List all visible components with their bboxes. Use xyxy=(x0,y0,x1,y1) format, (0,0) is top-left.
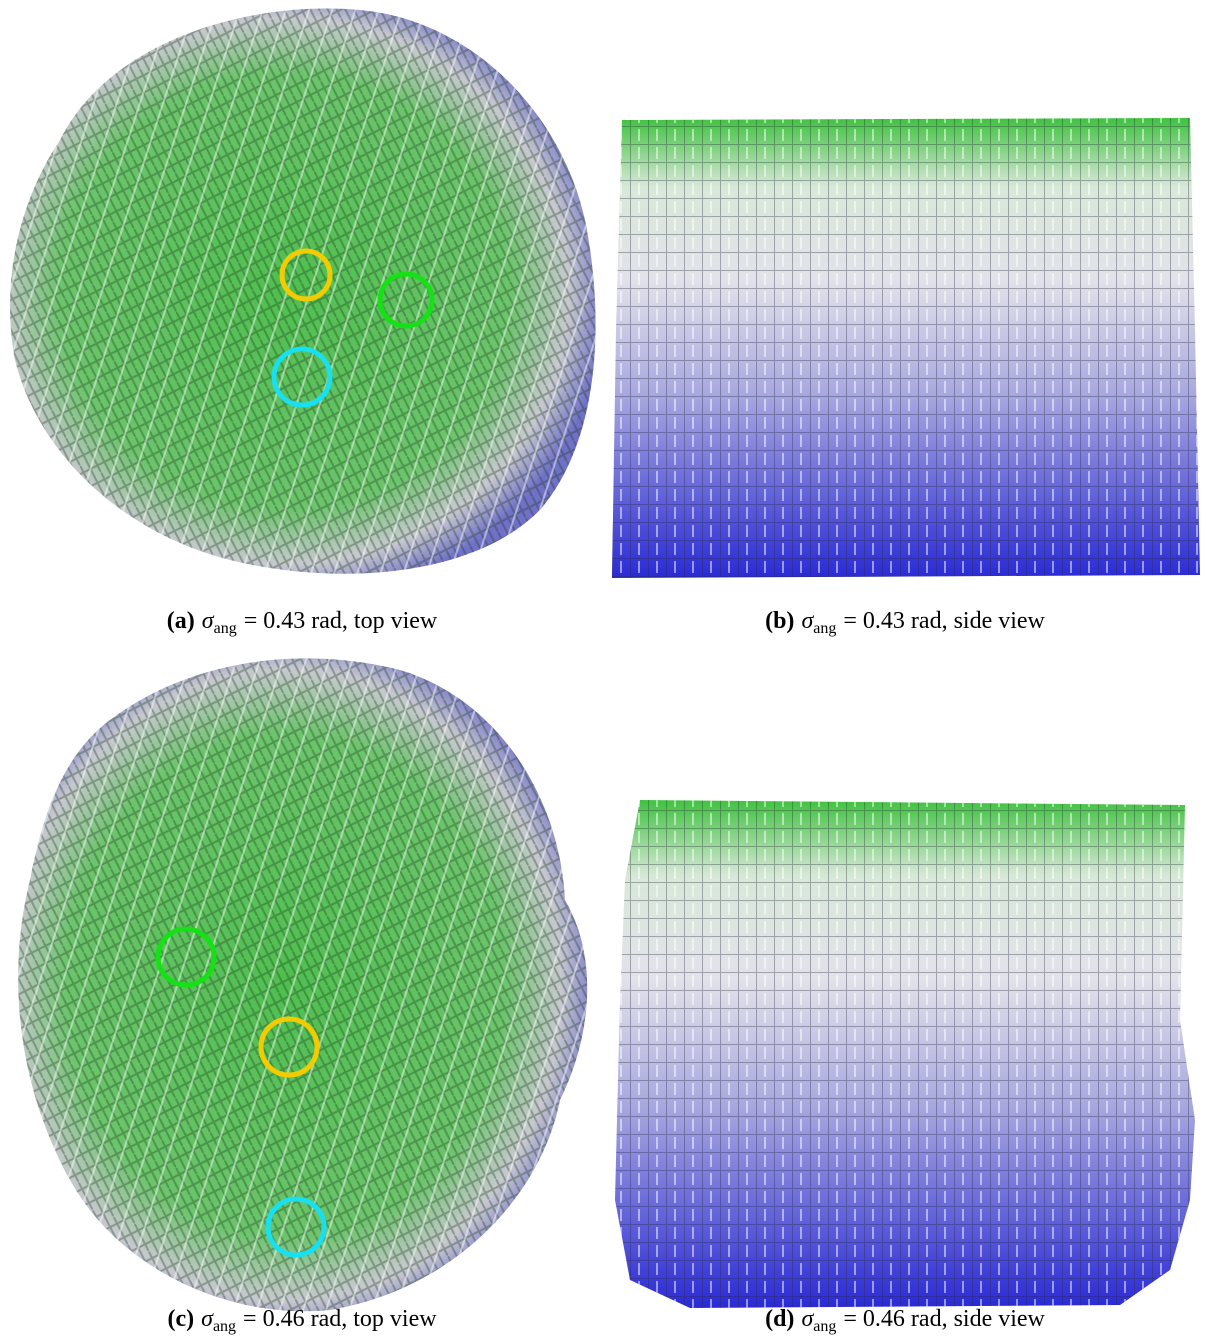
caption-label: (a) xyxy=(167,608,195,634)
figure: (a)σang= 0.43 rad, top view (b)σang= 0.4… xyxy=(0,0,1206,1340)
caption-text: = 0.46 rad, side view xyxy=(843,1306,1045,1332)
caption-text: = 0.43 rad, top view xyxy=(244,608,438,634)
caption-label: (d) xyxy=(765,1306,794,1332)
caption-subscript: ang xyxy=(813,1318,836,1335)
caption-subscript: ang xyxy=(214,620,237,637)
caption: (d)σang= 0.46 rad, side view xyxy=(765,1306,1045,1335)
caption-text: = 0.46 rad, top view xyxy=(243,1306,437,1332)
caption: (c)σang= 0.46 rad, top view xyxy=(167,1306,437,1335)
caption-label: (c) xyxy=(167,1306,194,1332)
caption-subscript: ang xyxy=(213,1318,236,1335)
panel-d-image xyxy=(615,800,1195,1308)
caption: (a)σang= 0.43 rad, top view xyxy=(167,608,438,637)
panel-b-image xyxy=(612,118,1200,578)
caption-subscript: ang xyxy=(813,620,836,637)
caption-label: (b) xyxy=(765,608,794,634)
caption-text: = 0.43 rad, side view xyxy=(843,608,1045,634)
panel-c-image xyxy=(18,658,587,1311)
caption: (b)σang= 0.43 rad, side view xyxy=(765,608,1045,637)
panel-a-image xyxy=(10,9,596,574)
